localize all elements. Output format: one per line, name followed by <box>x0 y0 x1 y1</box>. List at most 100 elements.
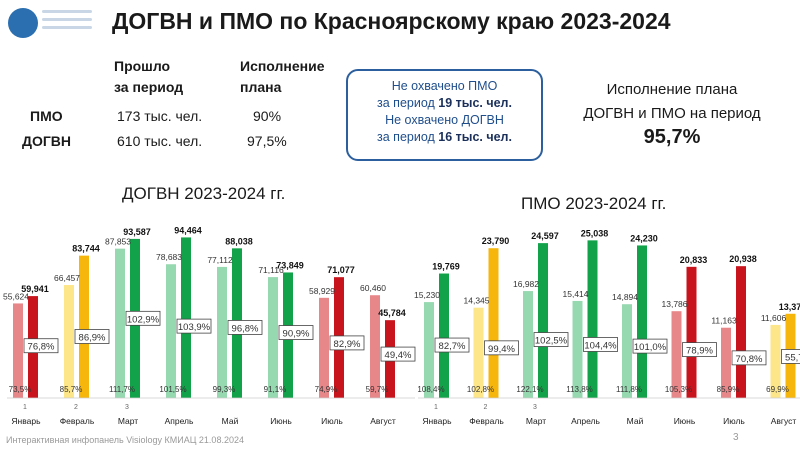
change-percent-label: 78,9% <box>686 346 713 357</box>
bar-2023 <box>370 295 380 398</box>
quarter-mark: 2 <box>74 404 78 411</box>
summary-header-plan: Исполнение плана <box>240 58 325 95</box>
summary-header-period: Прошло за период <box>114 58 184 95</box>
data-label-2023: 66,457 <box>54 273 80 283</box>
bar-2024 <box>488 248 499 398</box>
summary-row-percent: 97,5% <box>247 133 287 149</box>
bar-2023 <box>166 264 176 398</box>
data-label-2023: 58,929 <box>309 286 335 296</box>
data-label-2024: 20,833 <box>680 255 708 265</box>
page-number: 3 <box>733 432 739 443</box>
change-percent-label: 82,9% <box>334 339 361 350</box>
change-percent-label: 96,8% <box>232 323 259 334</box>
data-label-2024: 45,784 <box>378 308 406 318</box>
data-label-2023: 16,982 <box>513 279 539 289</box>
change-percent-label: 49,4% <box>385 350 412 361</box>
data-label-2023: 11,606 <box>761 313 787 323</box>
bottom-percent-label: 105,3% <box>665 385 692 394</box>
coverage-box: Не охвачено ПМО за период 19 тыс. чел. Н… <box>346 69 543 161</box>
bottom-percent-label: 69,9% <box>766 385 789 394</box>
bar-2023 <box>64 285 74 398</box>
change-percent-label: 99,4% <box>488 344 515 355</box>
change-percent-label: 76,8% <box>28 342 55 353</box>
change-percent-box <box>227 320 263 335</box>
logo-icon <box>8 8 38 38</box>
execution-value: 95,7% <box>643 126 701 148</box>
data-label-2023: 87,853 <box>105 237 131 247</box>
bar-2023 <box>523 291 533 398</box>
change-percent-box <box>731 350 767 366</box>
change-percent-box <box>176 318 212 334</box>
data-label-2023: 15,230 <box>414 290 440 300</box>
change-percent-label: 103,9% <box>178 322 211 333</box>
quarter-mark: 1 <box>23 404 27 411</box>
change-percent-box <box>380 346 416 362</box>
bar-2024 <box>538 243 548 398</box>
data-label-2023: 77,112 <box>207 255 233 265</box>
bar-2023 <box>572 300 583 398</box>
month-label: Май <box>222 416 239 426</box>
quarter-mark: 3 <box>125 404 129 411</box>
change-percent-label: 90,9% <box>283 329 310 340</box>
month-label: Апрель <box>571 416 600 426</box>
data-label-2024: 13,377 <box>779 302 800 312</box>
bar-2023 <box>622 304 632 398</box>
quarter-mark: 2 <box>484 404 488 411</box>
summary-row-people: 173 тыс. чел. <box>117 108 203 124</box>
chart-title-dogvn: ДОГВН 2023-2024 гг. <box>122 184 286 203</box>
data-label-2024: 71,077 <box>327 265 355 275</box>
bar-2024 <box>79 255 89 398</box>
bar-2023 <box>721 327 731 398</box>
month-label: Июль <box>723 416 745 426</box>
data-label-2023: 15,414 <box>563 289 589 299</box>
data-label-2023: 13,786 <box>662 299 688 309</box>
change-percent-box <box>434 337 470 353</box>
change-percent-box <box>682 342 717 357</box>
page-title: ДОГВН и ПМО по Красноярскому краю 2023-2… <box>112 8 671 34</box>
bar-2023 <box>473 307 484 398</box>
summary-row-percent: 90% <box>253 108 282 124</box>
bottom-percent-label: 73,5% <box>9 385 32 394</box>
bar-2023 <box>770 324 781 398</box>
change-percent-box <box>484 340 519 356</box>
bottom-percent-label: 85,9% <box>717 385 740 394</box>
logo-text-lines <box>42 10 92 36</box>
change-percent-box <box>125 310 161 326</box>
change-percent-box <box>329 335 365 351</box>
change-percent-box <box>278 325 314 340</box>
bar-2024 <box>736 266 746 398</box>
change-percent-box <box>23 338 59 354</box>
data-label-2023: 55,624 <box>3 291 29 301</box>
bar-2024 <box>686 266 697 398</box>
month-label: Январь <box>422 416 452 426</box>
data-label-2023: 14,894 <box>612 292 638 302</box>
data-label-2023: 14,345 <box>464 296 490 306</box>
month-label: Июнь <box>674 416 696 426</box>
summary-row-people: 610 тыс. чел. <box>117 133 203 149</box>
change-percent-box <box>533 332 569 347</box>
change-percent-box <box>781 349 800 364</box>
change-percent-box <box>74 329 110 344</box>
bar-2023 <box>268 277 278 398</box>
month-label: Июль <box>321 416 343 426</box>
bottom-percent-label: 108,4% <box>417 385 444 394</box>
quarter-mark: 3 <box>533 404 537 411</box>
month-label: Март <box>526 416 546 426</box>
bar-2024 <box>439 273 449 398</box>
data-label-2024: 88,038 <box>225 236 253 246</box>
data-label-2024: 59,941 <box>21 284 49 294</box>
month-label: Февраль <box>60 416 95 426</box>
data-label-2024: 20,938 <box>729 254 757 264</box>
month-label: Май <box>627 416 644 426</box>
data-label-2024: 24,230 <box>630 233 658 243</box>
footer-text: Интерактивная инфопанель Visiology КМИАЦ… <box>6 435 244 445</box>
bar-2024 <box>637 245 647 398</box>
summary-row-label: ДОГВН <box>22 133 72 149</box>
data-label-2024: 25,038 <box>581 228 609 238</box>
data-label-2024: 73,849 <box>276 260 304 270</box>
change-percent-label: 102,9% <box>127 314 160 325</box>
summary-row-label: ПМО <box>30 108 63 124</box>
bar-2024 <box>587 240 598 398</box>
change-percent-label: 55,7% <box>785 352 800 363</box>
